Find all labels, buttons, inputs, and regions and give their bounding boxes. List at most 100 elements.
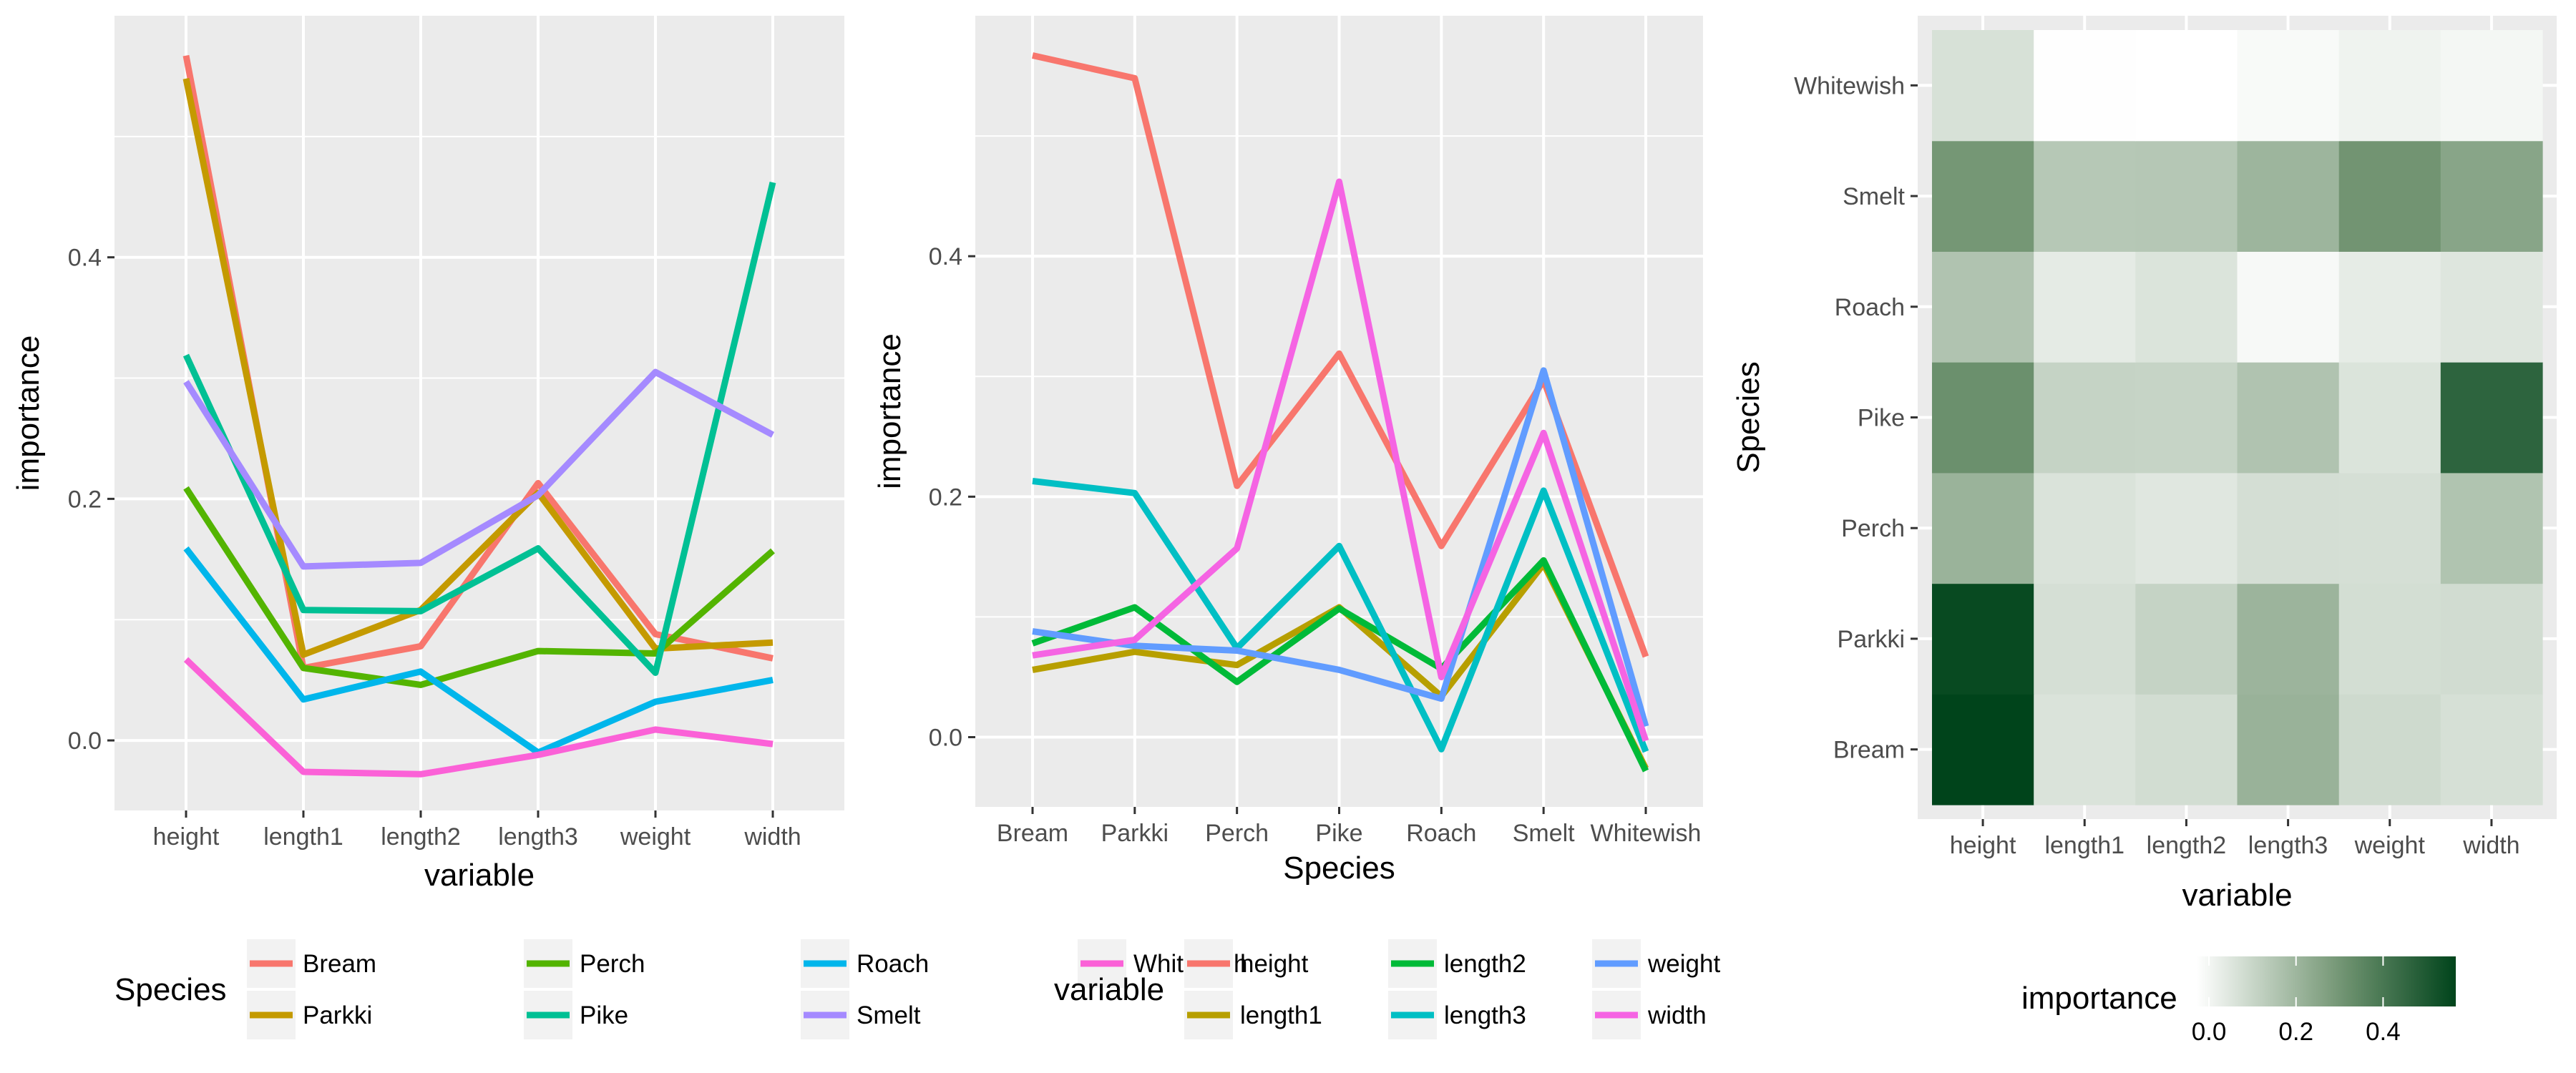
heatmap-tile-parkki-width <box>2440 583 2543 695</box>
heatmap-tile-smelt-length3 <box>2237 140 2340 252</box>
heatmap-tile-perch-length1 <box>2034 472 2136 584</box>
legend-tick-label: 0.0 <box>2192 1018 2227 1046</box>
heatmap-tile-smelt-length2 <box>2135 140 2238 252</box>
heatmap-tile-smelt-length1 <box>2034 140 2136 252</box>
heatmap-tile-parkki-height <box>1932 583 2034 695</box>
x-tick-label: Parkki <box>1101 820 1169 847</box>
heatmap-tile-whitewish-height <box>1932 30 2034 142</box>
heatmap-tile-perch-width <box>2440 472 2543 584</box>
y-tick-label: 0.4 <box>929 243 962 270</box>
legend-title: variable <box>1054 972 1164 1007</box>
heatmap-tile-bream-length2 <box>2135 694 2238 805</box>
heatmap-tile-perch-weight <box>2338 472 2441 584</box>
heatmap-tile-whitewish-length1 <box>2034 30 2136 142</box>
series-line-perch <box>183 486 775 688</box>
x-tick-label: length1 <box>263 823 343 851</box>
y-tick-label: Roach <box>1835 294 1905 321</box>
x-tick-label: weight <box>2354 832 2426 859</box>
line-chart-by-variable: 0.0 0.2 0.4 height length1 length2 length3 weig… <box>11 16 1247 1039</box>
series-line-weight <box>1032 367 1649 727</box>
x-axis-title: variable <box>424 858 535 893</box>
legend-label: Bream <box>303 950 376 978</box>
series-line-length2 <box>1031 557 1649 773</box>
legend-label: Perch <box>580 950 645 978</box>
y-tick-label: Pike <box>1858 405 1905 432</box>
heatmap-tile-roach-height <box>1932 251 2034 363</box>
y-tick-label: 0.2 <box>929 484 962 511</box>
x-tick-label: width <box>2462 832 2519 859</box>
heatmap-tile-bream-length3 <box>2237 694 2340 805</box>
y-axis-title: importance <box>11 335 46 491</box>
legend-title: Species <box>114 972 227 1007</box>
heatmap-tile-smelt-width <box>2440 140 2543 252</box>
x-tick-label: Smelt <box>1513 820 1575 847</box>
y-axis-title: Species <box>1731 361 1766 474</box>
heatmap-tile-pike-length2 <box>2135 362 2238 474</box>
legend-label: height <box>1240 950 1309 978</box>
heatmap-tile-pike-height <box>1932 362 2034 474</box>
heatmap-tile-roach-length3 <box>2237 251 2340 363</box>
legend-label: length3 <box>1444 1001 1526 1029</box>
heatmap-tile-bream-length1 <box>2034 694 2136 805</box>
x-tick-label: Bream <box>997 820 1068 847</box>
heatmap-tile-smelt-weight <box>2338 140 2441 252</box>
y-tick-label: Parkki <box>1838 626 1905 653</box>
y-tick-label: Smelt <box>1843 183 1905 210</box>
heatmap-tile-smelt-height <box>1932 140 2034 252</box>
legend-label: Pike <box>580 1001 628 1029</box>
y-tick-label: Bream <box>1833 737 1905 764</box>
y-tick-label: Whitewish <box>1794 72 1905 99</box>
x-tick-label: height <box>1950 832 2016 859</box>
heatmap-tile-perch-length2 <box>2135 472 2238 584</box>
heatmap-tile-whitewish-weight <box>2338 30 2441 142</box>
series-line-parkki <box>182 77 774 658</box>
heatmap-tile-whitewish-length2 <box>2135 30 2238 142</box>
legend-label: Roach <box>857 950 929 978</box>
y-tick-label: 0.0 <box>929 725 962 752</box>
x-tick-label: Whitewish <box>1591 820 1702 847</box>
heatmap-tile-bream-width <box>2440 694 2543 805</box>
heatmap-tile-perch-length3 <box>2237 472 2340 584</box>
series-line-width <box>1032 178 1649 743</box>
heatmap-tile-bream-weight <box>2338 694 2441 805</box>
legend-title: importance <box>2021 981 2177 1016</box>
heatmap-tile-bream-height <box>1932 694 2034 805</box>
panel-background <box>114 16 844 810</box>
legend-label: length2 <box>1444 950 1526 978</box>
series-line-length3 <box>1032 478 1649 753</box>
x-tick-label: height <box>153 823 220 851</box>
x-axis-title: Species <box>1283 851 1395 886</box>
x-tick-label: Perch <box>1205 820 1269 847</box>
y-tick-label: 0.2 <box>68 486 102 513</box>
legend-label: Smelt <box>857 1001 921 1029</box>
heatmap-tile-parkki-length1 <box>2034 583 2136 695</box>
line-chart-by-species: 0.0 0.2 0.4 Bream Parkki Perch Pike Roach Smelt W… <box>872 16 1720 1039</box>
heatmap-tile-pike-weight <box>2338 362 2441 474</box>
heatmap-tile-whitewish-width <box>2440 30 2543 142</box>
y-tick-label: Perch <box>1841 515 1905 542</box>
legend-tick-label: 0.4 <box>2366 1018 2401 1046</box>
heatmap-tile-pike-width <box>2440 362 2543 474</box>
y-axis-title: importance <box>872 333 907 489</box>
heatmap-tile-pike-length1 <box>2034 362 2136 474</box>
heatmap-tile-whitewish-length3 <box>2237 30 2340 142</box>
x-tick-label: length2 <box>2147 832 2227 859</box>
x-tick-label: Pike <box>1315 820 1362 847</box>
x-tick-label: length3 <box>2248 832 2328 859</box>
y-tick-label: 0.4 <box>68 245 102 272</box>
x-tick-label: weight <box>620 823 691 851</box>
x-tick-label: width <box>743 823 801 851</box>
legend-colorbar <box>2197 956 2456 1006</box>
legend-tick-label: 0.2 <box>2278 1018 2313 1046</box>
legend-label: weight <box>1647 950 1720 978</box>
series-line-roach <box>183 546 774 756</box>
y-tick-label: 0.0 <box>68 727 102 755</box>
legend-label: Parkki <box>303 1001 372 1029</box>
legend-label: width <box>1647 1001 1707 1029</box>
heatmap-tile-roach-length1 <box>2034 251 2136 363</box>
heatmap-tile-parkki-length2 <box>2135 583 2238 695</box>
series-line-pike <box>182 181 776 676</box>
heatmap-importance: Bream Parkki Perch Pike Roach Smelt Whitewish h… <box>1731 16 2557 1046</box>
heatmap-tile-pike-length3 <box>2237 362 2340 474</box>
